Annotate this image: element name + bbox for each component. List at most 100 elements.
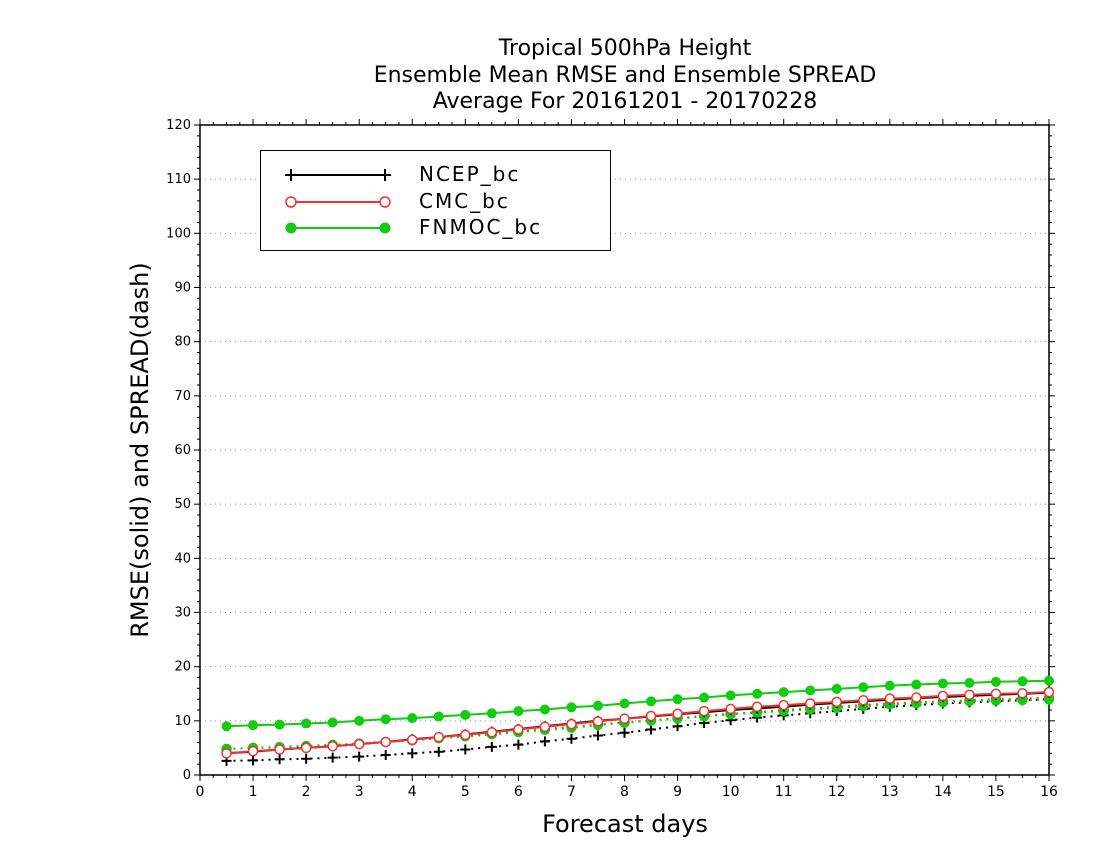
data-point-cmc-bc-6 — [380, 736, 391, 748]
data-point-cmc-bc-21 — [778, 699, 789, 711]
series-line-ncep-bc-spread — [226, 698, 1050, 762]
legend-swatch-fnmoc — [285, 222, 391, 234]
data-point-fnmoc-bc-18 — [699, 692, 710, 703]
x-tick-label-12: 12 — [828, 784, 846, 800]
data-point-fnmoc-bc-8 — [433, 711, 444, 722]
data-point-cmc-bc-29 — [990, 688, 1002, 699]
x-tick-label-0: 0 — [196, 784, 205, 800]
y-tick-label-1: 10 — [174, 714, 191, 729]
data-point-cmc-bc-1 — [247, 745, 259, 757]
data-point-ncep-bc-spread-1 — [248, 755, 259, 766]
data-point-cmc-bc-2 — [274, 744, 285, 755]
data-point-cmc-bc-12 — [539, 721, 551, 733]
data-point-fnmoc-bc-0 — [221, 721, 232, 732]
data-point-fnmoc-bc-14 — [592, 700, 603, 711]
data-point-cmc-bc-22 — [804, 698, 816, 709]
chart-title-line-3: Average For 20161201 - 20170228 — [432, 89, 818, 114]
data-point-ncep-bc-spread-3 — [301, 753, 312, 764]
y-tick-label-11: 110 — [166, 172, 191, 187]
data-point-fnmoc-bc-7 — [407, 713, 418, 724]
data-point-fnmoc-bc-28 — [964, 677, 975, 688]
y-tick-label-10: 100 — [166, 226, 191, 241]
data-point-cmc-bc-16 — [645, 710, 657, 722]
x-tick-label-1: 1 — [249, 784, 258, 800]
legend: NCEP_bc CMC_bc FNMOC_bc — [260, 150, 611, 251]
x-tick-label-7: 7 — [567, 784, 576, 800]
data-point-cmc-bc-15 — [619, 713, 630, 724]
y-tick-label-6: 60 — [174, 443, 191, 458]
x-tick-label-5: 5 — [461, 784, 470, 800]
x-tick-label-14: 14 — [934, 784, 952, 800]
data-point-ncep-bc-spread-9 — [460, 744, 471, 755]
x-tick-label-10: 10 — [722, 784, 740, 800]
data-point-ncep-bc-spread-4 — [327, 752, 338, 763]
data-point-cmc-bc-17 — [672, 708, 683, 720]
data-point-fnmoc-bc-26 — [911, 679, 922, 690]
x-tick-label-13: 13 — [881, 784, 899, 800]
y-axis-label: RMSE(solid) and SPREAD(dash) — [126, 262, 154, 638]
data-point-ncep-bc-spread-11 — [513, 739, 524, 750]
data-point-cmc-bc-13 — [566, 718, 577, 730]
data-point-fnmoc-bc-5 — [354, 715, 365, 726]
data-point-fnmoc-bc-11 — [513, 706, 524, 717]
x-tick-label-6: 6 — [514, 784, 523, 800]
data-point-ncep-bc-spread-2 — [274, 754, 285, 765]
x-tick-label-15: 15 — [987, 784, 1005, 800]
data-point-fnmoc-bc-31 — [1044, 675, 1054, 686]
x-tick-label-8: 8 — [620, 784, 629, 800]
legend-swatch-cmc — [285, 196, 391, 208]
data-point-fnmoc-bc-17 — [672, 694, 683, 705]
data-point-ncep-bc-spread-16 — [646, 724, 657, 735]
data-point-fnmoc-bc-1 — [248, 720, 259, 731]
data-point-ncep-bc-spread-13 — [566, 733, 577, 744]
x-tick-label-4: 4 — [408, 784, 417, 800]
x-tick-label-2: 2 — [302, 784, 311, 800]
data-point-cmc-bc-11 — [513, 724, 524, 735]
data-point-fnmoc-bc-3 — [301, 718, 312, 729]
data-point-fnmoc-bc-spread-31 — [1044, 694, 1054, 705]
y-tick-label-9: 90 — [174, 281, 191, 296]
data-point-fnmoc-bc-12 — [539, 704, 550, 715]
data-point-fnmoc-bc-4 — [327, 717, 338, 728]
data-point-cmc-bc-8 — [433, 731, 445, 743]
legend-label-ncep: NCEP_bc — [419, 162, 521, 186]
data-point-cmc-bc-31 — [1043, 686, 1055, 698]
data-point-cmc-bc-23 — [831, 696, 842, 708]
data-point-cmc-bc-0 — [221, 748, 232, 759]
data-point-fnmoc-bc-20 — [752, 688, 763, 699]
y-tick-label-12: 120 — [166, 118, 191, 133]
data-point-fnmoc-bc-16 — [646, 696, 657, 707]
y-tick-label-3: 30 — [174, 606, 191, 621]
data-point-cmc-bc-24 — [858, 695, 869, 706]
data-point-cmc-bc-9 — [460, 729, 471, 741]
data-point-fnmoc-bc-29 — [990, 676, 1001, 687]
x-tick-label-16: 16 — [1040, 784, 1058, 800]
data-point-cmc-bc-25 — [884, 693, 896, 704]
y-tick-label-2: 20 — [174, 660, 191, 675]
data-point-fnmoc-bc-30 — [1017, 676, 1028, 687]
data-point-fnmoc-bc-24 — [858, 682, 869, 693]
data-point-cmc-bc-28 — [964, 689, 975, 701]
data-point-cmc-bc-30 — [1017, 687, 1028, 699]
data-point-fnmoc-bc-9 — [460, 709, 471, 720]
legend-item-cmc: CMC_bc — [261, 188, 610, 216]
data-point-ncep-bc-spread-10 — [486, 741, 497, 752]
data-point-fnmoc-bc-21 — [778, 687, 789, 698]
data-point-fnmoc-bc-19 — [725, 690, 736, 701]
y-tick-label-7: 70 — [174, 389, 191, 404]
chart-title-line-1: Tropical 500hPa Height — [498, 36, 752, 61]
data-point-cmc-bc-3 — [300, 742, 312, 754]
data-point-ncep-bc-spread-7 — [407, 748, 418, 759]
data-point-fnmoc-bc-23 — [831, 683, 842, 694]
y-tick-label-5: 50 — [174, 497, 191, 512]
data-point-fnmoc-bc-13 — [566, 702, 577, 713]
legend-item-fnmoc: FNMOC_bc — [261, 214, 610, 242]
y-tick-label-4: 40 — [174, 551, 191, 566]
data-point-ncep-bc-spread-5 — [354, 751, 365, 762]
data-point-cmc-bc-4 — [327, 741, 338, 752]
legend-label-fnmoc: FNMOC_bc — [419, 215, 543, 239]
series-line-fnmoc-bc-spread — [226, 698, 1050, 750]
data-point-cmc-bc-19 — [725, 703, 736, 715]
x-axis-label: Forecast days — [542, 810, 708, 838]
